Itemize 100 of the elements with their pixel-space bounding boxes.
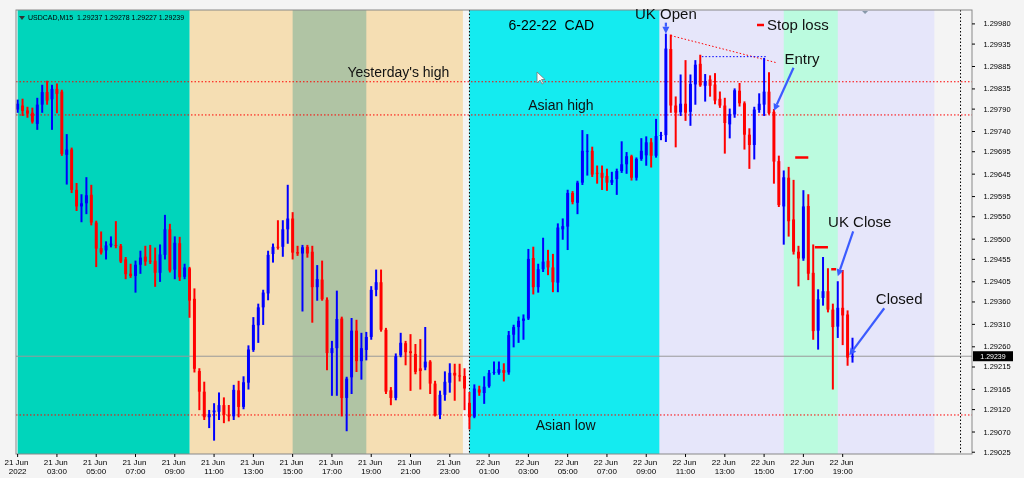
candlestick [600,165,604,190]
candlestick [649,138,653,168]
annotation: UK Open [635,4,697,22]
candlestick [541,237,545,273]
candlestick [679,74,683,116]
candlestick [364,331,368,361]
candlestick [428,360,432,395]
candlestick [134,260,137,293]
candlestick [576,180,579,215]
candlestick [453,363,457,401]
candlestick [797,245,800,287]
x-tick-label: 21 Jun 11:00 [200,458,228,476]
x-tick-label: 22 Jun 01:00 [475,458,503,476]
candlestick [404,340,408,366]
annotation: Closed [875,290,923,308]
candlestick [610,171,614,186]
candlestick [296,245,300,256]
candlestick [512,324,516,348]
x-tick-label: 22 Jun 05:00 [554,458,581,476]
candlestick [35,97,39,130]
candlestick [482,376,486,404]
candlestick [359,332,363,380]
candlestick [443,371,447,401]
ref-line-label: Asian high [528,96,594,113]
ref-line-label: Asian low [535,416,597,433]
candlestick [281,220,285,257]
candlestick [413,344,417,375]
x-tick-label: 21 Jun 15:00 [279,458,306,476]
candlestick [286,184,290,244]
candlestick [99,231,103,255]
candlestick [276,220,280,250]
candlestick [590,146,594,177]
x-tick-label: 22 Jun 03:00 [515,458,542,476]
candlestick [242,376,246,410]
candlestick [659,131,663,141]
candlestick [536,263,540,293]
candlestick [75,183,79,212]
candlestick [374,269,378,297]
candlestick [585,134,589,176]
candlestick [114,221,118,249]
x-tick-label: 21 Jun 07:00 [122,458,149,476]
candlestick [831,303,835,390]
ref-line-label: Yesterday's high [347,63,450,80]
x-tick-label: 22 Jun 13:00 [711,458,738,476]
candlestick [197,368,201,411]
x-tick-label: 22 Jun 17:00 [790,458,817,476]
legend-label: Stop loss [767,16,829,33]
candlestick [207,409,211,429]
x-tick-label: 22 Jun 09:00 [633,458,660,476]
candlestick [301,244,304,312]
candlestick [355,319,358,373]
candlestick [345,376,349,432]
candlestick [738,83,742,107]
x-tick-label: 21 Jun 21:00 [397,458,424,476]
candlestick [561,218,565,240]
candlestick [728,108,732,139]
candlestick [836,281,840,338]
candlestick [330,340,334,396]
candlestick [654,118,658,158]
candlestick [448,363,452,393]
x-tick-label: 21 Jun 19:00 [358,458,385,476]
candlestick [502,363,506,382]
candlestick [821,257,825,306]
x-tick-label: 21 Jun 03:00 [43,458,71,476]
candlestick [703,74,707,102]
candlestick [595,165,599,184]
x-tick-label: 21 Jun 13:00 [240,458,267,476]
candlestick [80,194,83,223]
candlestick [463,368,467,411]
x-tick-label: 21 Jun 05:00 [83,458,110,476]
candlestick [418,339,422,390]
candlestick [747,128,751,169]
candlestick [841,270,845,346]
candlestick [693,60,697,105]
candlestick [138,250,142,274]
candlestick [826,268,830,313]
candlestick [615,168,619,195]
candlestick [256,303,260,343]
candlestick [399,332,403,358]
candlestick [517,316,521,343]
candlestick [188,266,191,318]
x-tick-label: 21 Jun 17:00 [318,458,346,476]
candlestick [625,152,629,174]
candlestick [551,253,555,293]
annotation: Entry [784,49,820,67]
candlestick [40,84,44,113]
candlestick [644,136,648,166]
candlestick [153,247,157,287]
x-tick-label: 22 Jun 07:00 [593,458,621,476]
candlestick [620,141,624,173]
candlestick [55,83,59,114]
x-tick-label: 22 Jun 19:00 [829,458,856,476]
text: 6-22-22 CAD [508,17,595,33]
candlestick [605,168,609,191]
x-tick-label: 21 Jun 23:00 [436,458,463,476]
candlestick [630,154,633,181]
x-tick-label: 22 Jun 11:00 [672,458,699,476]
candlestick [65,134,69,185]
x-tick-label: 21 Jun 2022 [4,458,31,476]
candlestick [84,177,88,215]
